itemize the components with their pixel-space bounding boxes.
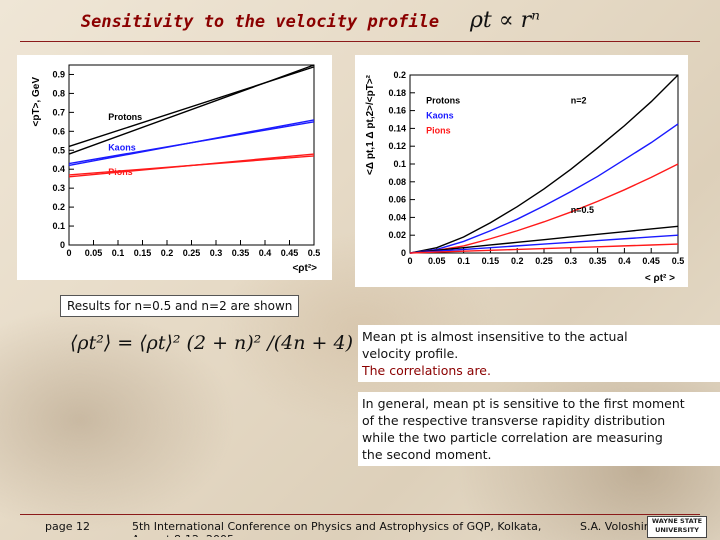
text2-line4: the second moment. xyxy=(362,447,492,462)
series-line xyxy=(409,234,679,254)
results-caption: Results for n=0.5 and n=2 are shown xyxy=(60,295,300,317)
x-tick-label: 0.15 xyxy=(134,248,152,258)
right-plot-panel: 0 0.05 0.1 0.15 0.2 0.25 0.3 0.35 0.4 0.45 0.5 0 0.0… xyxy=(355,55,688,287)
x-tick-label: 0.5 xyxy=(672,256,685,266)
y-tick-label: 0.16 xyxy=(388,106,406,116)
series-line xyxy=(409,225,679,254)
annotation-n2: n=2 xyxy=(571,95,587,105)
y-tick-label: 0.14 xyxy=(388,123,406,133)
x-tick-label: 0.15 xyxy=(482,256,500,266)
y-tick-label: 0.4 xyxy=(52,164,65,174)
x-tick-label: 0 xyxy=(407,256,412,266)
text1-line2: velocity profile. xyxy=(362,346,459,361)
series-line xyxy=(409,74,679,254)
x-tick-label: 0.45 xyxy=(281,248,299,258)
author-name: S.A. Voloshin xyxy=(580,520,651,533)
y-axis-label: <pT>, GeV xyxy=(31,77,42,127)
plot-frame xyxy=(68,64,315,246)
text2-line3: while the two particle correlation are m… xyxy=(362,430,663,445)
series-line xyxy=(68,66,315,148)
y-tick-label: 0 xyxy=(60,240,65,250)
y-tick-label: 0.06 xyxy=(388,195,406,205)
slide-title: Sensitivity to the velocity profile xyxy=(80,12,440,32)
x-tick-label: 0.5 xyxy=(308,248,321,258)
velocity-profile-formula: ρt ∝ rⁿ xyxy=(470,8,541,33)
x-tick-label: 0.4 xyxy=(618,256,631,266)
x-tick-label: 0.1 xyxy=(457,256,470,266)
y-tick-label: 0.2 xyxy=(393,70,406,80)
conference-name: 5th International Conference on Physics … xyxy=(132,520,542,537)
y-tick-label: 0.5 xyxy=(52,145,65,155)
series-label: Kaons xyxy=(108,142,136,152)
legend-entry: Pions xyxy=(426,126,451,136)
y-tick-label: 0.3 xyxy=(52,183,65,193)
x-tick-label: 0.1 xyxy=(112,248,125,258)
y-tick-label: 0.1 xyxy=(393,159,406,169)
left-plot-panel: 0 0.05 0.1 0.15 0.2 0.25 0.3 0.35 0.4 0.45 0.5 0 0.1… xyxy=(17,55,332,280)
y-tick-label: 0.2 xyxy=(52,202,65,212)
y-tick-label: 0 xyxy=(401,248,406,258)
page-number: page 12 xyxy=(45,520,90,533)
text1-line3: The correlations are. xyxy=(362,363,491,378)
mean-pt-chart: 0 0.05 0.1 0.15 0.2 0.25 0.3 0.35 0.4 0.45 0.5 0 0.1… xyxy=(31,64,321,274)
footer-divider xyxy=(20,514,700,515)
correlation-chart: 0 0.05 0.1 0.15 0.2 0.25 0.3 0.35 0.4 0.45 0.5 0 0.0… xyxy=(365,70,685,284)
x-tick-label: 0.25 xyxy=(535,256,553,266)
x-tick-label: 0.2 xyxy=(511,256,524,266)
text2-line1: In general, mean pt is sensitive to the … xyxy=(362,396,685,411)
x-tick-label: 0.05 xyxy=(85,248,103,258)
y-tick-label: 0.7 xyxy=(52,107,65,117)
y-tick-label: 0.08 xyxy=(388,177,406,187)
x-tick-label: 0.2 xyxy=(161,248,174,258)
annotation-n05: n=0.5 xyxy=(571,205,594,215)
series-line xyxy=(409,243,679,254)
series-label: Protons xyxy=(108,112,142,122)
y-tick-label: 0.12 xyxy=(388,141,406,151)
text1-line1: Mean pt is almost insensitive to the act… xyxy=(362,329,628,344)
y-tick-label: 0.8 xyxy=(52,88,65,98)
y-tick-label: 0.6 xyxy=(52,126,65,136)
university-logo: WAYNE STATE UNIVERSITY xyxy=(647,516,707,538)
text-box-2: In general, mean pt is sensitive to the … xyxy=(358,392,720,466)
x-tick-label: 0.3 xyxy=(565,256,578,266)
x-tick-label: 0.45 xyxy=(642,256,660,266)
x-axis-label: < ρt² > xyxy=(645,273,675,284)
x-tick-label: 0.05 xyxy=(428,256,446,266)
y-axis-label: <Δ pt,1 Δ pt,2>/<pT>² xyxy=(365,74,376,175)
legend-entry: Kaons xyxy=(426,111,454,121)
x-tick-label: 0.25 xyxy=(183,248,201,258)
series-line xyxy=(409,163,679,254)
x-tick-label: 0.4 xyxy=(259,248,272,258)
series-line xyxy=(409,123,679,254)
y-tick-label: 0.1 xyxy=(52,221,65,231)
x-axis-label: <ρt²> xyxy=(292,263,317,274)
x-tick-label: 0.35 xyxy=(232,248,250,258)
text-box-1: Mean pt is almost insensitive to the act… xyxy=(358,325,720,382)
legend-entry: Protons xyxy=(426,95,460,105)
x-tick-label: 0 xyxy=(66,248,71,258)
y-tick-label: 0.9 xyxy=(52,69,65,79)
series-line xyxy=(68,155,315,176)
y-tick-label: 0.18 xyxy=(388,88,406,98)
title-divider xyxy=(20,41,700,42)
text2-line2: of the respective transverse rapidity di… xyxy=(362,413,666,428)
series-line xyxy=(68,121,315,165)
y-tick-label: 0.04 xyxy=(388,212,406,222)
x-tick-label: 0.3 xyxy=(210,248,223,258)
y-tick-label: 0.02 xyxy=(388,230,406,240)
x-tick-label: 0.35 xyxy=(589,256,607,266)
series-label: Pions xyxy=(108,167,133,177)
moment-formula: ⟨ρt²⟩ = ⟨ρt⟩² (2 + n)² /(4n + 4) xyxy=(70,332,353,354)
